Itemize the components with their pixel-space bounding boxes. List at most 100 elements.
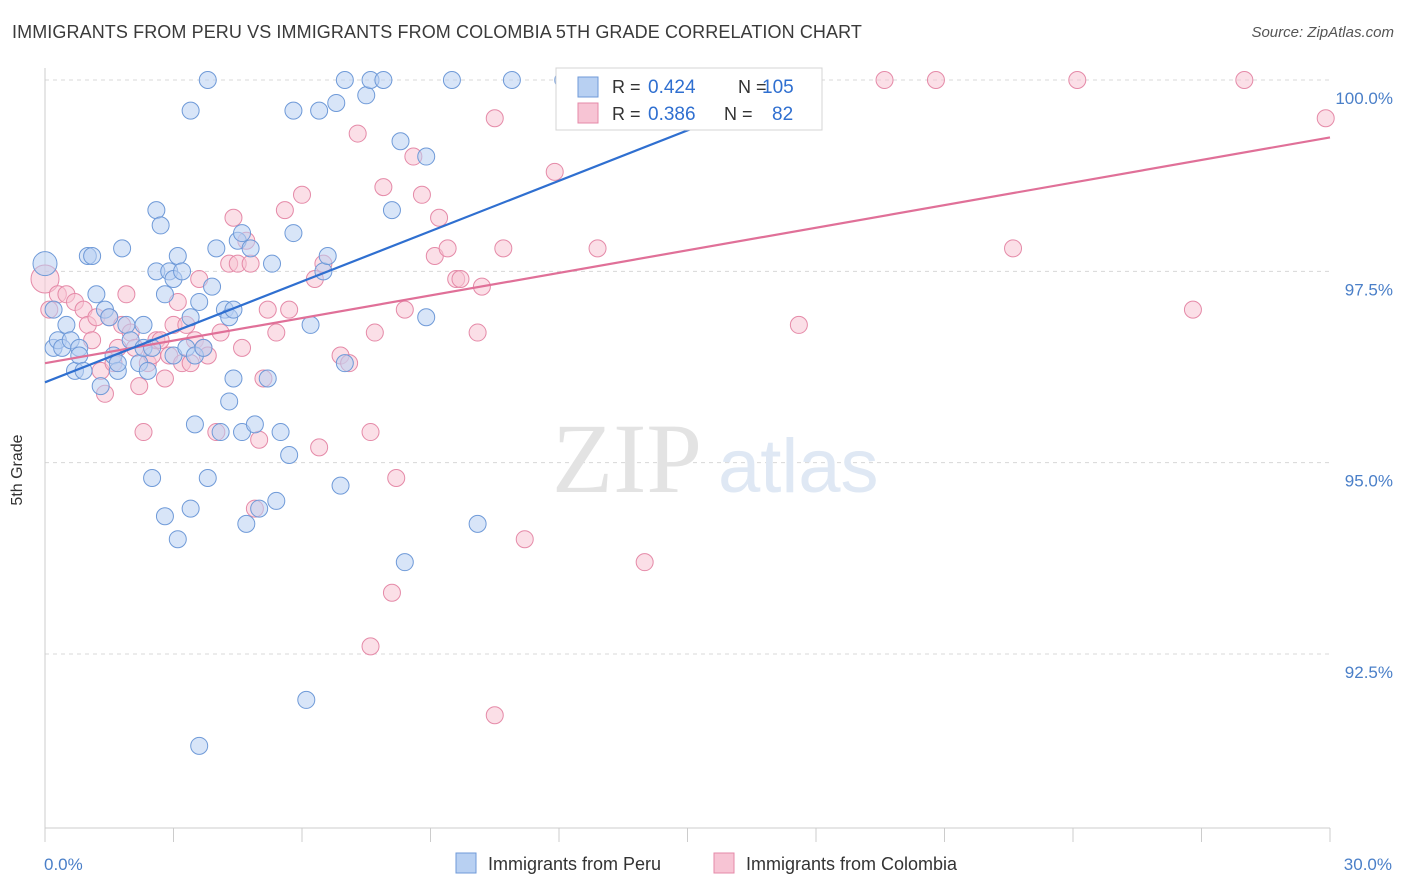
- peru-point-29: [147, 201, 166, 220]
- peru-point-32: [155, 507, 174, 526]
- legend-colombia-n-value: 82: [772, 104, 793, 125]
- colombia-point-52: [310, 438, 329, 457]
- peru-point-92: [502, 71, 521, 89]
- colombia-point-83: [1235, 71, 1254, 89]
- y-tick-label-1: 95.0%: [1345, 472, 1393, 491]
- legend-colombia-r-label: R =: [612, 104, 641, 124]
- peru-point-68: [267, 491, 286, 510]
- peru-point-70: [280, 446, 299, 465]
- peru-point-28: [143, 468, 162, 487]
- peru-point-53: [211, 423, 230, 442]
- watermark: ZIP atlas: [552, 403, 879, 514]
- peru-point-78: [327, 93, 346, 112]
- colombia-point-78: [875, 71, 894, 89]
- colombia-point-74: [545, 162, 564, 181]
- colombia-point-40: [233, 338, 252, 357]
- peru-point-5: [57, 315, 76, 334]
- peru-point-85: [382, 201, 401, 220]
- peru-point-25: [134, 315, 153, 334]
- peru-point-72: [284, 224, 303, 243]
- peru-point-49: [198, 71, 217, 89]
- colombia-point-56: [348, 124, 367, 143]
- peru-point-58: [224, 300, 243, 319]
- legend-colombia-n-label: N =: [724, 104, 753, 124]
- legend-peru-n-label: N =: [738, 77, 767, 97]
- peru-point-1: [44, 300, 63, 319]
- colombia-point-24: [155, 369, 174, 388]
- peru-point-46: [190, 292, 209, 311]
- colombia-point-75: [588, 239, 607, 258]
- watermark-zip: ZIP: [552, 403, 702, 514]
- peru-point-13: [87, 285, 106, 304]
- colombia-point-50: [293, 185, 311, 204]
- y-tick-label-2: 97.5%: [1345, 280, 1393, 299]
- x-tick-label-1: 30.0%: [1344, 855, 1392, 874]
- colombia-point-80: [1004, 239, 1023, 258]
- peru-point-84: [374, 71, 393, 89]
- colombia-point-59: [374, 178, 393, 197]
- colombia-point-19: [134, 423, 153, 442]
- colombia-point-18: [130, 377, 149, 396]
- peru-point-55: [220, 392, 239, 411]
- colombia-point-15: [117, 285, 136, 304]
- colombia-point-81: [1068, 71, 1087, 89]
- bottom-legend-colombia-swatch: [713, 852, 735, 874]
- peru-point-14: [91, 377, 110, 396]
- peru-point-73: [297, 690, 316, 709]
- x-tick-labels: 0.0% 30.0%: [44, 855, 1392, 874]
- colombia-point-85: [382, 583, 401, 602]
- peru-point-89: [417, 308, 436, 327]
- peru-point-62: [237, 514, 256, 533]
- peru-point-74: [301, 315, 320, 334]
- series-legend: Immigrants from Peru Immigrants from Col…: [455, 852, 958, 874]
- legend-colombia-r-value: 0.386: [648, 104, 696, 125]
- peru-point-16: [100, 308, 119, 327]
- peru-point-90: [442, 71, 461, 89]
- peru-point-65: [250, 499, 269, 518]
- peru-point-77: [318, 247, 337, 266]
- legend-peru-swatch: [577, 76, 599, 98]
- colombia-point-58: [365, 323, 384, 342]
- bottom-legend-peru-swatch: [455, 852, 477, 874]
- colombia-point-77: [789, 315, 808, 334]
- colombia-point-68: [451, 269, 470, 288]
- colombia-point-61: [395, 300, 414, 319]
- colombia-point-87: [485, 706, 504, 725]
- colombia-point-47: [267, 323, 286, 342]
- peru-point-71: [284, 101, 303, 120]
- peru-point-67: [263, 254, 282, 273]
- chart-source: Source: ZipAtlas.com: [1251, 24, 1394, 41]
- peru-point-44: [185, 415, 204, 434]
- colombia-point-65: [430, 208, 449, 227]
- colombia-point-48: [275, 201, 294, 220]
- peru-point-86: [391, 132, 410, 151]
- peru-point-75: [310, 101, 329, 120]
- colombia-point-73: [515, 530, 534, 549]
- colombia-point-69: [468, 323, 487, 342]
- peru-point-87: [395, 553, 414, 572]
- colombia-point-44: [250, 430, 269, 449]
- peru-point-48: [194, 338, 213, 357]
- peru-point-57: [224, 369, 243, 388]
- chart-title: IMMIGRANTS FROM PERU VS IMMIGRANTS FROM …: [12, 22, 862, 42]
- peru-point-0: [32, 251, 58, 277]
- peru-point-31: [151, 216, 170, 235]
- colombia-point-84: [1316, 109, 1335, 128]
- peru-point-63: [241, 239, 260, 258]
- peru-point-80: [335, 71, 354, 89]
- peru-point-82: [357, 86, 376, 105]
- peru-point-47: [190, 736, 209, 755]
- colombia-point-46: [258, 300, 277, 319]
- colombia-point-76: [635, 553, 654, 572]
- peru-point-33: [155, 285, 174, 304]
- peru-points: [32, 71, 740, 755]
- colombia-point-72: [494, 239, 513, 258]
- legend-peru-n-value: 105: [762, 77, 794, 98]
- y-tick-label-3: 100.0%: [1335, 89, 1393, 108]
- peru-point-79: [331, 476, 350, 495]
- colombia-trend-line: [44, 136, 1331, 365]
- watermark-atlas: atlas: [718, 424, 879, 509]
- peru-point-91: [468, 514, 487, 533]
- colombia-point-63: [412, 185, 431, 204]
